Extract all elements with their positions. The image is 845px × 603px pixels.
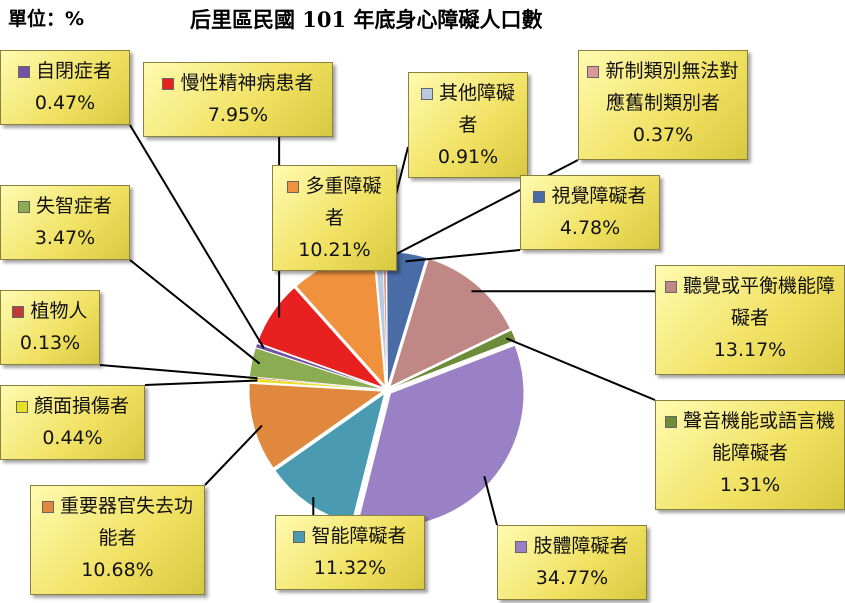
label-name: 慢性精神病患者 <box>150 67 326 99</box>
label-name: 植物人 <box>7 295 93 327</box>
pie-slice <box>391 329 517 389</box>
data-label-box: 慢性精神病患者 7.95% <box>143 62 333 137</box>
value-label: 0.91% <box>437 146 499 168</box>
label-name: 視覺障礙者 <box>527 180 653 212</box>
data-label-box: 其他障礙者 0.91% <box>408 72 528 178</box>
leader-line <box>99 364 258 380</box>
legend-key <box>15 400 28 413</box>
category-label: 慢性精神病患者 <box>180 72 314 94</box>
category-label: 失智症者 <box>35 195 112 217</box>
value-label: 0.37% <box>632 124 694 146</box>
category-label: 顏面損傷者 <box>33 395 129 417</box>
data-label-box: 失智症者 3.47% <box>0 185 130 260</box>
data-label-box: 多重障礙者 10.21% <box>272 165 397 271</box>
leader-line <box>405 249 521 263</box>
label-name: 智能障礙者 <box>282 520 418 552</box>
legend-key <box>515 540 528 553</box>
data-label-box: 植物人 0.13% <box>0 290 100 365</box>
data-label-box: 顏面損傷者 0.44% <box>0 385 145 460</box>
pie-slice <box>255 343 383 389</box>
value-label: 4.78% <box>559 217 621 239</box>
category-label: 自閉症者 <box>35 60 112 82</box>
data-label-box: 新制類別無法對應舊制類別者 0.37% <box>578 50 748 160</box>
leader-line <box>144 379 258 386</box>
value-label: 0.47% <box>34 92 96 114</box>
category-label: 其他障礙者 <box>438 82 515 136</box>
leader-line <box>483 475 498 526</box>
value-label: 10.68% <box>81 559 154 581</box>
label-name: 其他障礙者 <box>415 77 521 141</box>
leader-line <box>505 337 656 401</box>
legend-key <box>162 77 175 90</box>
category-label: 視覺障礙者 <box>551 185 647 207</box>
label-name: 聲音機能或語言機能障礙者 <box>662 405 838 469</box>
label-name: 失智症者 <box>7 190 123 222</box>
data-label-box: 聲音機能或語言機能障礙者 1.31% <box>655 400 845 510</box>
data-label-box: 聽覺或平衡機能障礙者 13.17% <box>655 265 845 375</box>
label-name: 自閉症者 <box>7 55 123 87</box>
value-label: 13.17% <box>713 339 787 361</box>
legend-key <box>17 65 30 78</box>
value-label: 10.21% <box>298 239 371 261</box>
label-name: 顏面損傷者 <box>7 390 138 422</box>
unit-label: 單位：% <box>8 8 85 30</box>
value-label: 0.13% <box>19 332 81 354</box>
leader-line <box>129 259 261 365</box>
data-label-box: 重要器官失去功能者 10.68% <box>30 485 205 595</box>
pie-slice <box>257 287 384 388</box>
category-label: 多重障礙者 <box>305 175 382 229</box>
value-label: 0.44% <box>42 427 103 449</box>
category-label: 聲音機能或語言機能障礙者 <box>682 410 835 464</box>
leader-line <box>129 124 265 349</box>
legend-key <box>533 190 546 203</box>
category-label: 植物人 <box>30 300 88 322</box>
category-label: 聽覺或平衡機能障礙者 <box>682 275 835 329</box>
pie-slice <box>248 383 383 469</box>
label-name: 肢體障礙者 <box>504 530 640 562</box>
data-label-box: 肢體障礙者 34.77% <box>497 525 647 600</box>
data-label-box: 視覺障礙者 4.78% <box>520 175 660 250</box>
pie-slice <box>249 347 383 390</box>
legend-key <box>293 530 306 543</box>
category-label: 智能障礙者 <box>311 525 407 547</box>
label-name: 新制類別無法對應舊制類別者 <box>585 55 741 119</box>
value-label: 1.31% <box>719 474 781 496</box>
value-label: 7.95% <box>207 104 269 126</box>
value-label: 34.77% <box>535 567 609 589</box>
legend-key <box>17 200 30 213</box>
label-name: 重要器官失去功能者 <box>37 490 198 554</box>
legend-key <box>664 415 677 428</box>
label-name: 聽覺或平衡機能障礙者 <box>662 270 838 334</box>
category-label: 新制類別無法對應舊制類別者 <box>605 60 739 114</box>
legend-key <box>12 305 25 318</box>
legend-key <box>587 65 600 78</box>
chart-title: 后里區民國 101 年底身心障礙人口數 <box>190 7 543 32</box>
value-label: 3.47% <box>34 227 96 249</box>
category-label: 重要器官失去功能者 <box>59 495 193 549</box>
legend-key <box>664 280 677 293</box>
label-name: 多重障礙者 <box>279 170 390 234</box>
legend-key <box>287 180 300 193</box>
data-label-box: 智能障礙者 11.32% <box>275 515 425 590</box>
leader-line <box>204 424 263 486</box>
legend-key <box>420 87 433 100</box>
data-label-box: 自閉症者 0.47% <box>0 50 130 125</box>
value-label: 11.32% <box>313 557 387 579</box>
category-label: 肢體障礙者 <box>533 535 629 557</box>
legend-key <box>41 500 54 513</box>
